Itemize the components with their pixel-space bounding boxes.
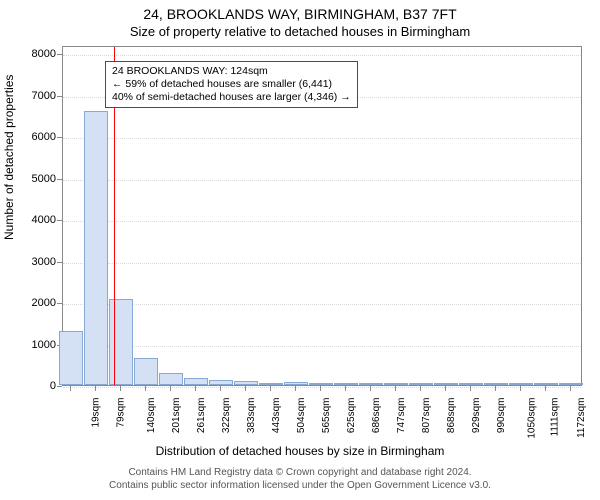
x-tick-mark: [170, 386, 171, 391]
chart-title-line2: Size of property relative to detached ho…: [0, 24, 600, 39]
x-tick-label: 79sqm: [115, 398, 126, 428]
x-tick-label: 1111sqm: [549, 398, 560, 437]
gridline: [63, 221, 581, 222]
x-tick-label: 929sqm: [471, 398, 482, 434]
x-tick-mark: [370, 386, 371, 391]
y-tick-label: 0: [50, 380, 56, 392]
x-tick-label: 990sqm: [496, 398, 507, 434]
plot-area: 24 BROOKLANDS WAY: 124sqm← 59% of detach…: [62, 46, 582, 386]
x-tick-label: 807sqm: [421, 398, 432, 434]
x-tick-mark: [495, 386, 496, 391]
x-tick-label: 261sqm: [196, 398, 207, 434]
histogram-bar: [209, 380, 233, 385]
x-tick-mark: [220, 386, 221, 391]
x-tick-label: 19sqm: [90, 398, 101, 428]
gridline: [63, 55, 581, 56]
gridline: [63, 304, 581, 305]
x-tick-mark: [70, 386, 71, 391]
histogram-bar: [459, 383, 483, 385]
gridline: [63, 180, 581, 181]
y-tick-label: 8000: [32, 48, 56, 60]
x-axis-label: Distribution of detached houses by size …: [0, 444, 600, 458]
histogram-bar: [159, 373, 183, 385]
footer-line1: Contains HM Land Registry data © Crown c…: [0, 466, 600, 479]
x-tick-label: 686sqm: [371, 398, 382, 434]
x-tick-label: 383sqm: [246, 398, 257, 434]
histogram-bar: [184, 378, 208, 385]
x-tick-mark: [345, 386, 346, 391]
x-tick-mark: [95, 386, 96, 391]
histogram-bar: [234, 381, 258, 385]
histogram-bar: [409, 383, 433, 385]
x-tick-mark: [445, 386, 446, 391]
histogram-bar: [309, 383, 333, 385]
x-tick-label: 140sqm: [146, 398, 157, 434]
histogram-bar: [509, 383, 533, 385]
y-tick-label: 7000: [32, 90, 56, 102]
y-tick-mark: [57, 386, 62, 387]
x-tick-label: 565sqm: [321, 398, 332, 434]
y-tick-label: 6000: [32, 131, 56, 143]
x-tick-label: 747sqm: [396, 398, 407, 434]
x-tick-mark: [195, 386, 196, 391]
x-tick-label: 868sqm: [446, 398, 457, 434]
x-tick-label: 322sqm: [221, 398, 232, 434]
gridline: [63, 387, 581, 388]
x-tick-mark: [420, 386, 421, 391]
x-tick-mark: [245, 386, 246, 391]
x-tick-label: 443sqm: [271, 398, 282, 434]
y-tick-label: 3000: [32, 256, 56, 268]
x-tick-mark: [545, 386, 546, 391]
x-tick-mark: [145, 386, 146, 391]
histogram-bar: [259, 383, 283, 385]
chart-title-line1: 24, BROOKLANDS WAY, BIRMINGHAM, B37 7FT: [0, 6, 600, 22]
x-tick-mark: [570, 386, 571, 391]
y-tick-label: 1000: [32, 339, 56, 351]
x-tick-label: 1172sqm: [576, 398, 587, 438]
x-tick-mark: [320, 386, 321, 391]
x-tick-label: 201sqm: [171, 398, 182, 434]
chart-container: 24, BROOKLANDS WAY, BIRMINGHAM, B37 7FT …: [0, 0, 600, 500]
histogram-bar: [359, 383, 383, 385]
histogram-bar: [84, 111, 108, 385]
gridline: [63, 138, 581, 139]
x-tick-mark: [295, 386, 296, 391]
histogram-bar: [59, 331, 83, 385]
x-tick-mark: [270, 386, 271, 391]
gridline: [63, 346, 581, 347]
x-tick-label: 1050sqm: [526, 398, 537, 439]
annotation-line2: ← 59% of detached houses are smaller (6,…: [112, 78, 351, 91]
histogram-bar: [334, 383, 358, 385]
histogram-bar: [534, 383, 558, 385]
y-tick-label: 2000: [32, 297, 56, 309]
x-tick-mark: [470, 386, 471, 391]
histogram-bar: [134, 358, 158, 385]
x-tick-label: 625sqm: [346, 398, 357, 434]
x-tick-mark: [395, 386, 396, 391]
x-tick-mark: [120, 386, 121, 391]
x-tick-label: 504sqm: [296, 398, 307, 434]
histogram-bar: [434, 383, 458, 385]
y-axis-label: Number of detached properties: [2, 75, 16, 240]
histogram-bar: [284, 382, 308, 385]
histogram-bar: [384, 383, 408, 385]
annotation-line1: 24 BROOKLANDS WAY: 124sqm: [112, 65, 351, 78]
annotation-box: 24 BROOKLANDS WAY: 124sqm← 59% of detach…: [105, 61, 358, 108]
y-tick-label: 4000: [32, 214, 56, 226]
x-tick-mark: [520, 386, 521, 391]
histogram-bar: [484, 383, 508, 385]
annotation-line3: 40% of semi-detached houses are larger (…: [112, 91, 351, 104]
histogram-bar: [559, 383, 583, 385]
gridline: [63, 263, 581, 264]
y-tick-label: 5000: [32, 173, 56, 185]
footer-line2: Contains public sector information licen…: [0, 479, 600, 492]
footer-attribution: Contains HM Land Registry data © Crown c…: [0, 466, 600, 492]
histogram-bar: [109, 299, 133, 385]
